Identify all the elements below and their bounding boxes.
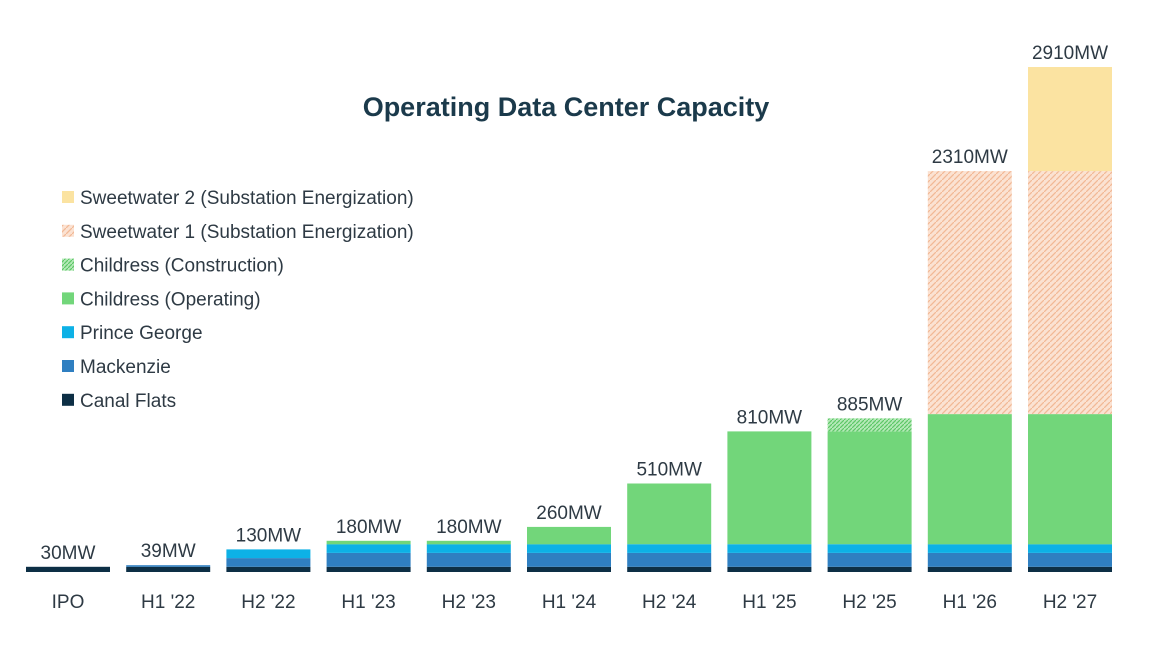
bar-mackenzie-h2-22	[226, 558, 311, 567]
bar-prince-george-h2-23	[426, 544, 511, 553]
bar-prince-george-h2-25	[827, 544, 912, 553]
bar-prince-george-h2-27	[1028, 544, 1112, 553]
bar-childress-construction-h2-25	[827, 418, 912, 432]
bar-mackenzie-h1-26	[927, 552, 1012, 567]
total-label-h2-27: 2910MW	[1032, 43, 1108, 64]
x-axis-ticks: IPO H1 '22 H2 '22 H1 '23 H2 '23 H1 '24 H2 '24 H…	[52, 592, 1098, 613]
bar-childress-operating-h2-23	[426, 540, 511, 545]
legend-label-sweetwater-2-substation-energization: Sweetwater 2 (Substation Energization)	[80, 188, 414, 209]
bars	[26, 67, 1112, 572]
legend-label-sweetwater-1-substation-energization: Sweetwater 1 (Substation Energization)	[80, 222, 414, 243]
bar-childress-operating-h2-24	[627, 483, 712, 545]
bar-prince-george-h1-26	[927, 544, 1012, 553]
total-label-h1-23: 180MW	[336, 517, 402, 538]
legend-label-prince-george: Prince George	[80, 323, 203, 344]
bar-sweetwater-1-substation-energization-h1-26	[927, 171, 1012, 415]
x-tick-h2-23: H2 '23	[442, 592, 496, 613]
bar-prince-george-h1-24	[527, 544, 611, 553]
legend-swatch-sweetwater-2-substation-energization	[62, 191, 74, 203]
bar-canal-flats-h1-26	[927, 566, 1012, 572]
x-tick-h2-22: H2 '22	[241, 592, 295, 613]
bar-canal-flats-h1-23	[326, 566, 411, 572]
total-label-h1-24: 260MW	[536, 503, 602, 524]
bar-prince-george-h2-24	[627, 544, 712, 553]
total-label-h2-22: 130MW	[236, 525, 302, 546]
total-label-h1-25: 810MW	[737, 407, 803, 428]
x-tick-h2-25: H2 '25	[842, 592, 896, 613]
legend-label-childress-construction: Childress (Construction)	[80, 256, 284, 277]
bar-mackenzie-h1-23	[326, 552, 411, 567]
bar-mackenzie-h2-23	[426, 552, 511, 567]
x-tick-h1-24: H1 '24	[542, 592, 597, 613]
x-tick-h1-22: H1 '22	[141, 592, 195, 613]
bar-canal-flats-h1-22	[126, 566, 211, 572]
bar-mackenzie-h1-24	[527, 552, 611, 567]
x-tick-ipo: IPO	[52, 592, 85, 613]
bar-prince-george-h2-22	[226, 549, 311, 559]
legend-swatch-childress-construction	[62, 258, 74, 271]
legend-label-mackenzie: Mackenzie	[80, 357, 171, 378]
total-label-h1-26: 2310MW	[932, 147, 1008, 168]
x-tick-h1-26: H1 '26	[943, 592, 997, 613]
total-label-ipo: 30MW	[41, 543, 96, 564]
bar-canal-flats-ipo	[26, 566, 110, 572]
bar-mackenzie-h2-27	[1028, 552, 1112, 567]
bar-canal-flats-h2-25	[827, 566, 912, 572]
bar-canal-flats-h2-24	[627, 566, 712, 572]
x-tick-h2-27: H2 '27	[1043, 592, 1097, 613]
bar-canal-flats-h1-24	[527, 566, 611, 572]
bar-canal-flats-h2-27	[1028, 566, 1112, 572]
chart-title: Operating Data Center Capacity	[363, 92, 770, 122]
bar-canal-flats-h2-22	[226, 566, 311, 572]
total-label-h2-25: 885MW	[837, 394, 903, 415]
bar-canal-flats-h2-23	[426, 566, 511, 572]
bar-childress-operating-h1-24	[527, 526, 611, 545]
bar-childress-operating-h1-23	[326, 540, 411, 545]
bar-sweetwater-2-substation-energization-h2-27	[1028, 67, 1112, 172]
bar-mackenzie-h2-25	[827, 552, 912, 567]
total-label-h1-22: 39MW	[141, 541, 196, 562]
legend-label-childress-operating: Childress (Operating)	[80, 289, 261, 310]
x-tick-h1-25: H1 '25	[742, 592, 796, 613]
total-label-h2-23: 180MW	[436, 517, 502, 538]
bar-childress-operating-h2-25	[827, 431, 912, 545]
legend-swatch-mackenzie	[62, 360, 74, 372]
bar-prince-george-h1-23	[326, 544, 411, 553]
bar-canal-flats-h1-25	[727, 566, 812, 572]
legend-label-canal-flats: Canal Flats	[80, 391, 176, 412]
bar-mackenzie-h2-24	[627, 552, 712, 567]
x-tick-h1-23: H1 '23	[341, 592, 395, 613]
legend-swatch-canal-flats	[62, 393, 74, 406]
legend-swatch-sweetwater-1-substation-energization	[62, 224, 74, 237]
bar-mackenzie-h1-22	[126, 565, 211, 567]
bar-childress-operating-h2-27	[1028, 414, 1112, 545]
bar-prince-george-h1-25	[727, 544, 812, 553]
bar-childress-operating-h1-26	[927, 414, 1012, 545]
legend-swatch-childress-operating	[62, 292, 74, 305]
total-label-h2-24: 510MW	[636, 460, 702, 481]
bar-childress-operating-h1-25	[727, 431, 812, 545]
total-labels: 30MW 39MW 130MW 180MW 180MW 260MW 510MW 810MW 88…	[41, 43, 1109, 564]
x-tick-h2-24: H2 '24	[642, 592, 697, 613]
bar-sweetwater-1-substation-energization-h2-27	[1028, 171, 1112, 415]
legend-swatch-prince-george	[62, 326, 74, 339]
legend: Sweetwater 2 (Substation Energization) Sw…	[62, 188, 414, 412]
bar-mackenzie-h1-25	[727, 552, 812, 567]
